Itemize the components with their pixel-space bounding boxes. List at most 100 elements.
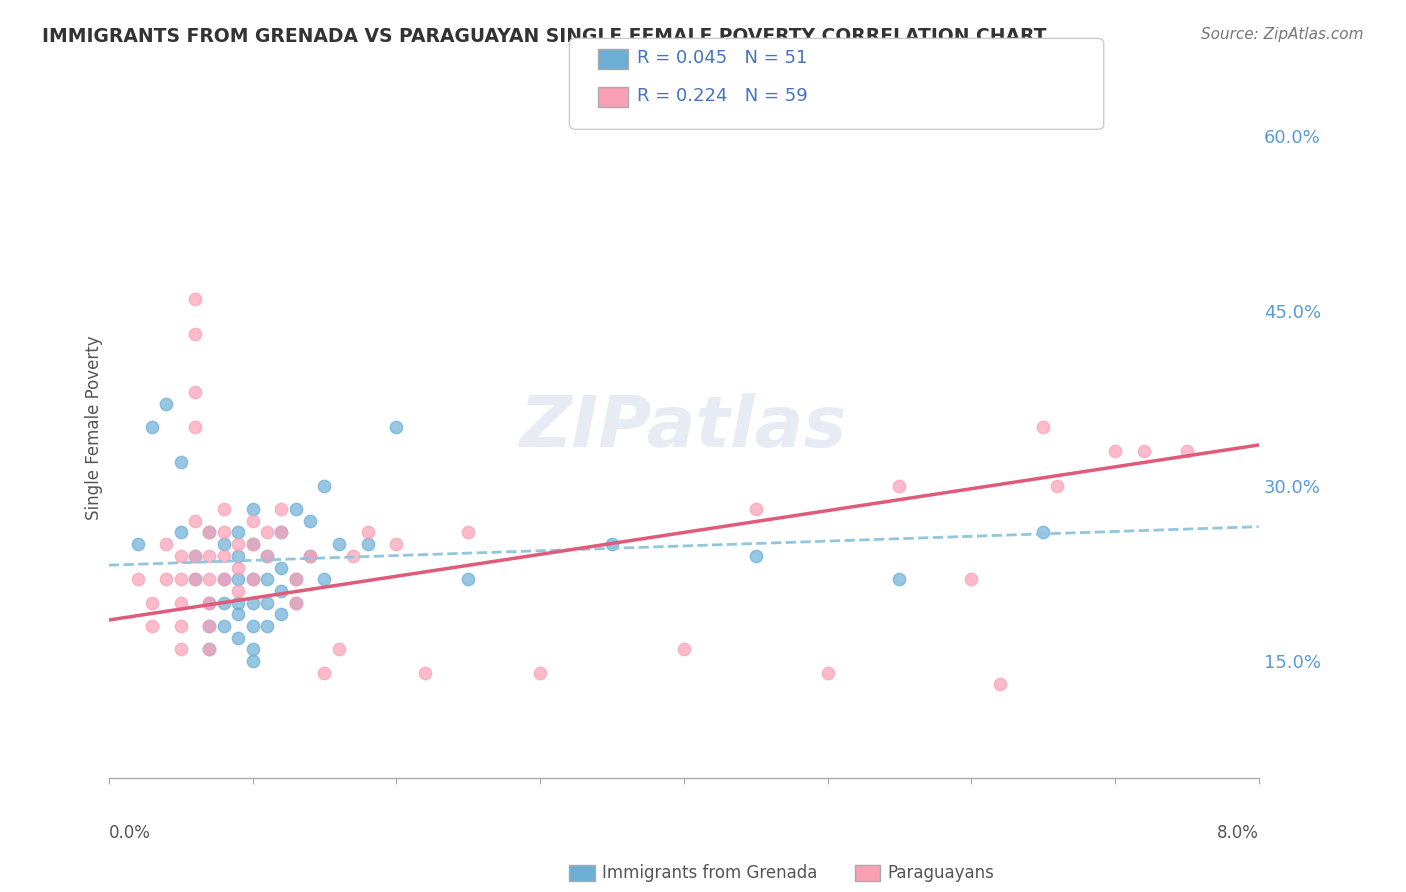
- Point: [242, 619, 264, 633]
- Point: [184, 572, 207, 586]
- Point: [170, 642, 193, 657]
- Point: [198, 595, 221, 609]
- Point: [198, 619, 221, 633]
- Point: [170, 525, 193, 540]
- Point: [529, 665, 551, 680]
- Point: [270, 560, 292, 574]
- Point: [744, 502, 766, 516]
- Point: [385, 420, 408, 434]
- Point: [299, 549, 322, 563]
- Point: [270, 583, 292, 598]
- Point: [170, 549, 193, 563]
- Point: [242, 654, 264, 668]
- Point: [212, 572, 235, 586]
- Point: [226, 537, 249, 551]
- Point: [744, 549, 766, 563]
- Point: [198, 525, 221, 540]
- Point: [170, 595, 193, 609]
- Point: [198, 572, 221, 586]
- Y-axis label: Single Female Poverty: Single Female Poverty: [86, 335, 103, 520]
- Point: [242, 595, 264, 609]
- Point: [226, 525, 249, 540]
- Point: [1032, 420, 1054, 434]
- Point: [270, 525, 292, 540]
- Point: [284, 572, 307, 586]
- Point: [212, 502, 235, 516]
- Point: [256, 549, 278, 563]
- Point: [212, 537, 235, 551]
- Point: [960, 572, 983, 586]
- Point: [256, 572, 278, 586]
- Point: [184, 549, 207, 563]
- Point: [155, 572, 177, 586]
- Point: [600, 537, 623, 551]
- Point: [284, 502, 307, 516]
- Text: ZIPatlas: ZIPatlas: [520, 393, 848, 462]
- Point: [141, 619, 163, 633]
- Point: [242, 642, 264, 657]
- Point: [184, 420, 207, 434]
- Point: [242, 537, 264, 551]
- Point: [212, 525, 235, 540]
- Point: [198, 642, 221, 657]
- Point: [256, 619, 278, 633]
- Point: [184, 514, 207, 528]
- Point: [184, 549, 207, 563]
- Text: R = 0.224   N = 59: R = 0.224 N = 59: [637, 87, 807, 105]
- Point: [184, 385, 207, 400]
- Point: [356, 525, 378, 540]
- Point: [256, 595, 278, 609]
- Point: [242, 572, 264, 586]
- Point: [270, 607, 292, 622]
- Point: [155, 397, 177, 411]
- Point: [198, 619, 221, 633]
- Point: [270, 525, 292, 540]
- Point: [256, 549, 278, 563]
- Point: [184, 292, 207, 306]
- Point: [127, 537, 149, 551]
- Text: Paraguayans: Paraguayans: [887, 864, 994, 882]
- Point: [413, 665, 436, 680]
- Point: [212, 595, 235, 609]
- Point: [457, 525, 479, 540]
- Point: [889, 479, 911, 493]
- Text: Source: ZipAtlas.com: Source: ZipAtlas.com: [1201, 27, 1364, 42]
- Point: [328, 642, 350, 657]
- Point: [198, 549, 221, 563]
- Point: [170, 572, 193, 586]
- Point: [170, 455, 193, 469]
- Point: [242, 502, 264, 516]
- Point: [212, 549, 235, 563]
- Point: [299, 549, 322, 563]
- Point: [342, 549, 364, 563]
- Point: [198, 595, 221, 609]
- Point: [226, 607, 249, 622]
- Point: [212, 619, 235, 633]
- Point: [385, 537, 408, 551]
- Point: [284, 595, 307, 609]
- Point: [226, 595, 249, 609]
- Point: [242, 537, 264, 551]
- Point: [127, 572, 149, 586]
- Point: [141, 595, 163, 609]
- Point: [817, 665, 839, 680]
- Text: 8.0%: 8.0%: [1216, 824, 1258, 842]
- Point: [184, 572, 207, 586]
- Point: [1032, 525, 1054, 540]
- Point: [356, 537, 378, 551]
- Point: [184, 327, 207, 342]
- Point: [889, 572, 911, 586]
- Point: [212, 572, 235, 586]
- Point: [256, 525, 278, 540]
- Point: [314, 572, 336, 586]
- Point: [988, 677, 1011, 691]
- Text: R = 0.045   N = 51: R = 0.045 N = 51: [637, 49, 807, 67]
- Point: [226, 631, 249, 645]
- Text: 0.0%: 0.0%: [108, 824, 150, 842]
- Point: [672, 642, 695, 657]
- Point: [242, 572, 264, 586]
- Point: [314, 479, 336, 493]
- Point: [314, 665, 336, 680]
- Point: [284, 595, 307, 609]
- Text: IMMIGRANTS FROM GRENADA VS PARAGUAYAN SINGLE FEMALE POVERTY CORRELATION CHART: IMMIGRANTS FROM GRENADA VS PARAGUAYAN SI…: [42, 27, 1046, 45]
